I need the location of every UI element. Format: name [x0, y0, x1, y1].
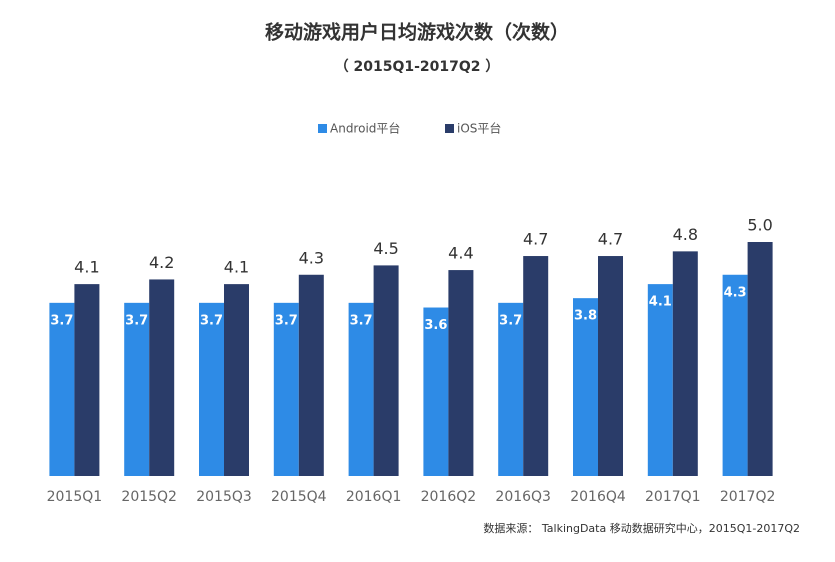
bar	[124, 302, 150, 476]
x-tick-label: 2016Q3	[495, 489, 551, 505]
x-tick-label: 2015Q2	[121, 489, 177, 505]
x-tick-label: 2016Q4	[570, 489, 626, 505]
x-tick-label: 2017Q2	[720, 489, 776, 505]
legend-swatch	[445, 124, 454, 133]
chart-title: 移动游戏用户日均游戏次数（次数）	[265, 21, 569, 44]
value-label: 3.8	[574, 309, 597, 324]
bar	[498, 302, 524, 476]
value-label: 3.6	[424, 318, 447, 333]
value-label: 3.7	[275, 313, 298, 328]
bar	[74, 284, 100, 476]
value-label: 3.7	[125, 313, 148, 328]
legend-label: iOS平台	[457, 121, 501, 136]
bar	[348, 302, 374, 476]
x-tick-label: 2016Q1	[346, 489, 402, 505]
bar	[647, 284, 673, 476]
bar	[722, 274, 748, 476]
value-label: 3.7	[200, 313, 223, 328]
legend-swatch	[318, 124, 327, 133]
value-label: 4.5	[373, 239, 398, 258]
x-tick-label: 2017Q1	[645, 489, 701, 505]
bar	[273, 302, 299, 476]
value-label: 4.1	[224, 258, 249, 277]
value-label: 4.7	[523, 230, 548, 249]
value-label: 4.3	[299, 248, 324, 267]
chart-subtitle: （ 2015Q1-2017Q2 ）	[335, 59, 500, 75]
bar	[199, 302, 224, 476]
bar	[448, 270, 474, 476]
bar	[49, 302, 75, 476]
value-label: 4.4	[448, 244, 473, 263]
bar	[298, 274, 324, 476]
value-label: 4.1	[74, 258, 99, 277]
value-label: 4.7	[598, 230, 623, 249]
value-label: 5.0	[747, 216, 772, 235]
value-label: 4.2	[149, 253, 174, 272]
value-label: 3.7	[50, 313, 73, 328]
bar	[373, 265, 399, 476]
bar	[598, 256, 623, 476]
value-label: 4.8	[673, 225, 698, 244]
x-tick-label: 2016Q2	[421, 489, 477, 505]
value-label: 3.7	[499, 313, 522, 328]
bar	[747, 242, 773, 476]
value-label: 4.1	[649, 295, 672, 310]
legend-label: Android平台	[330, 121, 400, 136]
bar	[523, 256, 549, 476]
source-note: 数据来源： TalkingData 移动数据研究中心，2015Q1-2017Q2	[483, 521, 800, 535]
x-tick-label: 2015Q4	[271, 489, 327, 505]
bar	[672, 251, 698, 476]
value-label: 4.3	[724, 285, 747, 300]
bar	[224, 284, 249, 476]
x-tick-label: 2015Q1	[47, 489, 103, 505]
bar	[573, 298, 598, 476]
x-tick-label: 2015Q3	[196, 489, 252, 505]
value-label: 3.7	[350, 313, 373, 328]
bar	[423, 307, 449, 476]
bar	[149, 279, 175, 476]
